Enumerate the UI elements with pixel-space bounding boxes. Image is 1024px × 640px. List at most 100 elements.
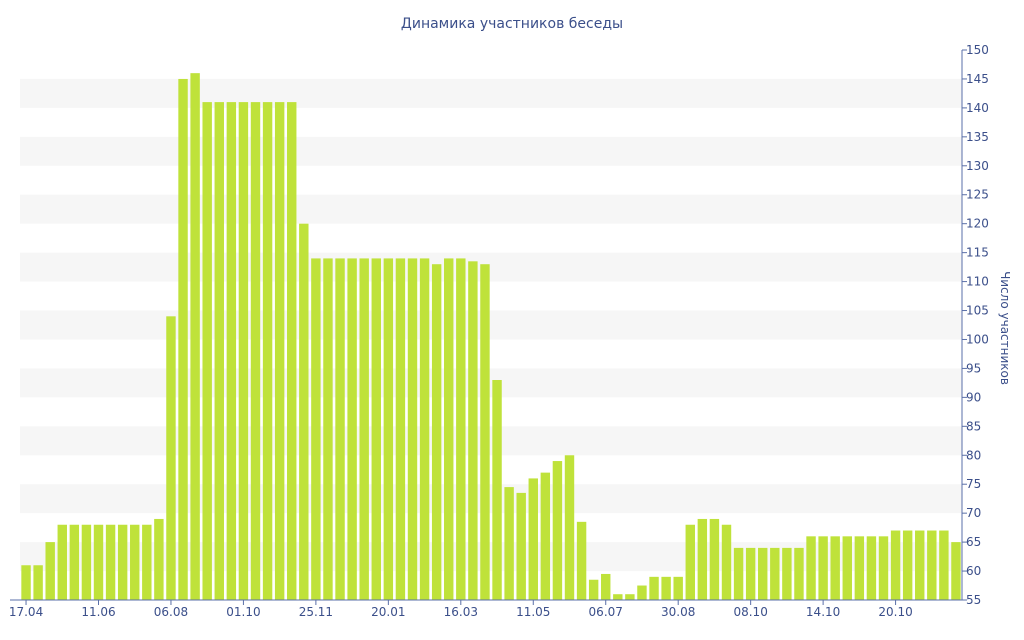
bar [69,524,80,600]
bar [528,478,538,600]
y-tick-label: 65 [966,535,981,549]
bar [878,536,889,600]
bar [794,547,804,600]
bar [468,261,478,600]
bar [649,576,659,600]
y-tick-label: 75 [966,477,981,491]
bar [576,521,587,600]
bar [250,102,261,601]
bar [927,530,937,600]
bar [902,530,913,600]
y-axis-label: Число участников [998,271,1012,385]
bar [142,524,152,600]
grid-bands [20,78,962,572]
bar [335,258,345,600]
bar [480,264,490,600]
y-tick-label: 145 [966,72,989,86]
bar [721,524,732,600]
y-tick-label: 55 [966,593,981,607]
y-tick-label: 140 [966,101,989,115]
bar [57,524,67,600]
bar [806,536,816,600]
bar [818,536,828,600]
x-tick-label: 25.11 [299,605,333,619]
bar [226,102,237,601]
grid-band [20,310,962,340]
bar [540,472,551,600]
bar [154,518,164,600]
bar [21,565,31,600]
y-tick-label: 130 [966,159,989,173]
chart-title: Динамика участников беседы [401,16,623,32]
bar [166,316,176,600]
bar [588,579,599,600]
y-tick-label: 125 [966,188,989,202]
x-tick-label: 14.10 [806,605,840,619]
bar [105,524,116,600]
bar [685,524,695,600]
grid-band [20,484,962,514]
bar [661,576,671,600]
bar [842,536,852,600]
x-tick-label: 16.03 [444,605,478,619]
bar [323,258,333,600]
bar [770,547,780,600]
y-tick-label: 150 [966,43,989,57]
y-tick-label: 85 [966,419,981,433]
bar [625,594,635,600]
bar [347,258,357,600]
bar [637,585,647,600]
bar [130,524,140,600]
x-tick-label: 06.08 [154,605,188,619]
bar [733,547,744,600]
x-tick-label: 11.05 [516,605,550,619]
bar [299,223,309,600]
y-tick-label: 135 [966,130,989,144]
bar [178,78,188,600]
grid-band [20,426,962,456]
bar [190,73,200,600]
bar [33,565,43,600]
x-tick-label: 11.06 [81,605,115,619]
bar [709,518,720,600]
x-tick-label: 17.04 [9,605,43,619]
bar [383,258,394,600]
x-tick-label: 01.10 [226,605,260,619]
bar [262,102,273,601]
bar [939,530,949,600]
grid-band [20,78,962,108]
y-tick-label: 90 [966,390,981,404]
bar [431,264,442,600]
bar [45,542,55,600]
bar [758,547,768,600]
bar [782,547,792,600]
grid-band [20,252,962,282]
y-tick-label: 115 [966,246,989,260]
bar [456,258,466,600]
bar [407,258,418,600]
bar [601,573,611,600]
bar [81,524,92,600]
x-tick-label: 30.08 [661,605,695,619]
bar [444,258,454,600]
bar [311,258,321,600]
x-tick-label: 20.01 [371,605,405,619]
bar [504,487,514,600]
y-axis: 55 60 65 70 75 80 85 90 95 100 105 110 115 120 125 130 1… [961,43,989,607]
bar [202,102,212,601]
bar [673,576,683,600]
bar [516,492,526,600]
bar-series [21,73,961,601]
grid-band [20,136,962,166]
grid-band [20,194,962,224]
y-tick-label: 70 [966,506,981,520]
bar [830,536,840,600]
bar [890,530,901,600]
bar [613,594,623,600]
x-tick-label: 06.07 [589,605,623,619]
bar [359,258,369,600]
y-tick-label: 120 [966,217,989,231]
bar [951,542,961,600]
y-tick-label: 110 [966,275,989,289]
